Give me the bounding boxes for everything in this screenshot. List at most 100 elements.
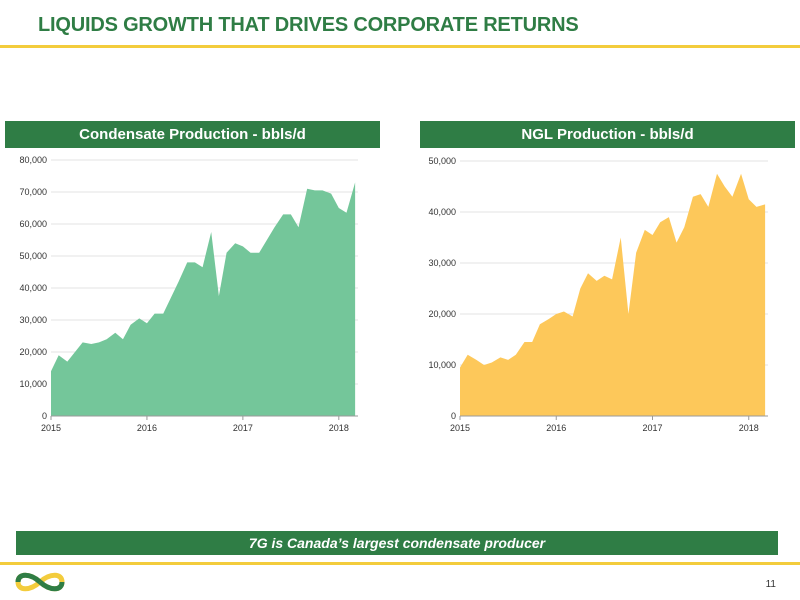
- ngl-data-point: [748, 198, 750, 200]
- condensate-y-tick-label: 70,000: [19, 187, 47, 197]
- condensate-y-tick-label: 60,000: [19, 219, 47, 229]
- condensate-data-point: [58, 354, 60, 356]
- condensate-data-point: [314, 190, 316, 192]
- ngl-data-point: [491, 362, 493, 364]
- condensate-data-point: [282, 214, 284, 216]
- condensate-y-tick-label: 0: [42, 411, 47, 421]
- ngl-x-tick-label: 2016: [546, 423, 566, 433]
- condensate-data-point: [234, 242, 236, 244]
- condensate-data-point: [170, 297, 172, 299]
- ngl-y-tick-label: 50,000: [428, 156, 456, 166]
- condensate-data-point: [298, 226, 300, 228]
- condensate-data-point: [74, 351, 76, 353]
- condensate-data-point: [354, 182, 356, 184]
- ngl-data-point: [459, 367, 461, 369]
- ngl-data-point: [676, 242, 678, 244]
- ngl-area-series: [460, 173, 766, 416]
- key-message-banner: 7G is Canada’s largest condensate produc…: [16, 531, 778, 555]
- condensate-data-point: [114, 332, 116, 334]
- ngl-data-point: [740, 173, 742, 175]
- condensate-data-point: [202, 266, 204, 268]
- page-title: LIQUIDS GROWTH THAT DRIVES CORPORATE RET…: [38, 14, 579, 36]
- ngl-data-point: [683, 227, 685, 229]
- condensate-data-point: [162, 313, 164, 315]
- condensate-data-point: [290, 214, 292, 216]
- condensate-data-point: [82, 342, 84, 344]
- condensate-data-point: [186, 262, 188, 264]
- ngl-data-point: [500, 357, 502, 359]
- ngl-data-point: [700, 193, 702, 195]
- ngl-data-point: [507, 359, 509, 361]
- condensate-data-point: [130, 324, 132, 326]
- condensate-y-tick-label: 40,000: [19, 283, 47, 293]
- bottom-divider: [0, 562, 800, 565]
- ngl-data-point: [539, 323, 541, 325]
- ngl-x-tick-label: 2015: [450, 423, 470, 433]
- ngl-data-point: [548, 318, 550, 320]
- condensate-x-tick-label: 2016: [137, 423, 157, 433]
- company-logo-icon: [15, 572, 65, 592]
- condensate-data-point: [194, 262, 196, 264]
- condensate-data-point: [210, 231, 212, 233]
- condensate-data-point: [306, 188, 308, 190]
- ngl-data-point: [620, 237, 622, 239]
- ngl-y-tick-label: 10,000: [428, 360, 456, 370]
- condensate-x-tick-label: 2017: [233, 423, 253, 433]
- ngl-data-point: [635, 252, 637, 254]
- ngl-x-tick-label: 2017: [642, 423, 662, 433]
- condensate-data-point: [178, 281, 180, 283]
- condensate-data-point: [138, 318, 140, 320]
- ngl-data-point: [611, 279, 613, 281]
- condensate-data-point: [67, 361, 69, 363]
- ngl-chart-header: NGL Production - bbls/d: [420, 121, 795, 148]
- ngl-data-point: [708, 206, 710, 208]
- condensate-production-chart: 0 10,000 20,000 30,000 40,000 50,000 60,000 70,…: [19, 155, 358, 433]
- ngl-production-chart: 0 10,000 20,000 30,000 40,000 50,000 2015 2016 2…: [428, 156, 768, 433]
- ngl-y-tick-label: 40,000: [428, 207, 456, 217]
- condensate-y-tick-label: 30,000: [19, 315, 47, 325]
- ngl-data-point: [644, 229, 646, 231]
- condensate-data-point: [250, 252, 252, 254]
- ngl-data-point: [764, 204, 766, 206]
- condensate-x-tick-label: 2018: [329, 423, 349, 433]
- ngl-data-point: [716, 173, 718, 175]
- ngl-data-point: [483, 364, 485, 366]
- ngl-data-point: [572, 316, 574, 318]
- condensate-area-series: [51, 182, 356, 416]
- condensate-data-point: [154, 313, 156, 315]
- condensate-data-point: [218, 295, 220, 297]
- condensate-data-point: [266, 239, 268, 241]
- ngl-x-tick-label: 2018: [739, 423, 759, 433]
- condensate-data-point: [98, 342, 100, 344]
- condensate-x-tick-label: 2015: [41, 423, 61, 433]
- condensate-data-point: [146, 322, 148, 324]
- condensate-chart-header: Condensate Production - bbls/d: [5, 121, 380, 148]
- condensate-data-point: [90, 343, 92, 345]
- ngl-data-point: [467, 354, 469, 356]
- ngl-y-tick-label: 0: [451, 411, 456, 421]
- condensate-data-point: [242, 246, 244, 248]
- ngl-data-point: [555, 313, 557, 315]
- ngl-data-point: [659, 221, 661, 223]
- ngl-data-point: [732, 196, 734, 198]
- condensate-data-point: [258, 252, 260, 254]
- condensate-data-point: [106, 338, 108, 340]
- ngl-data-point: [596, 280, 598, 282]
- condensate-data-point: [50, 370, 52, 372]
- condensate-data-point: [322, 190, 324, 192]
- ngl-y-tick-label: 30,000: [428, 258, 456, 268]
- condensate-data-point: [346, 212, 348, 214]
- top-divider: [0, 45, 800, 48]
- ngl-data-point: [580, 288, 582, 290]
- condensate-y-tick-label: 80,000: [19, 155, 47, 165]
- ngl-data-point: [724, 186, 726, 188]
- ngl-data-point: [668, 216, 670, 218]
- ngl-data-point: [476, 359, 478, 361]
- condensate-data-point: [330, 193, 332, 195]
- ngl-data-point: [531, 341, 533, 343]
- condensate-y-tick-label: 50,000: [19, 251, 47, 261]
- ngl-data-point: [652, 234, 654, 236]
- ngl-data-point: [515, 354, 517, 356]
- ngl-data-point: [524, 341, 526, 343]
- ngl-data-point: [604, 275, 606, 277]
